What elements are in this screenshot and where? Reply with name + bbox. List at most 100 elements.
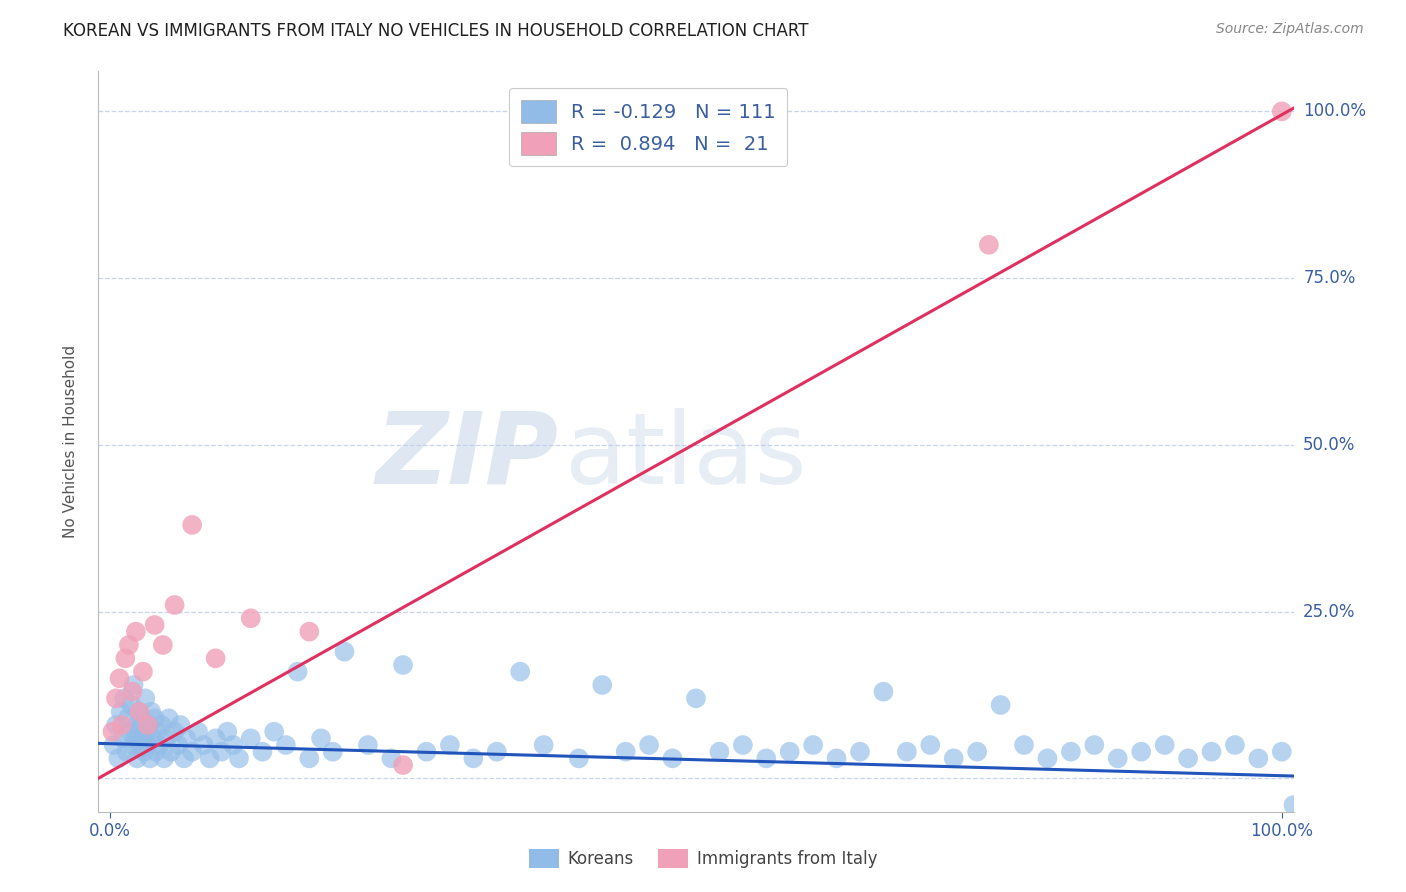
Point (103, 738, 125, 752)
Text: 75.0%: 75.0% (1303, 269, 1355, 287)
Point (105, 691, 128, 706)
Point (942, 751, 965, 765)
Point (1271, 745, 1294, 759)
Point (118, 638, 141, 652)
Point (128, 724, 150, 739)
Point (1306, 785, 1329, 799)
Point (187, 724, 209, 739)
Legend: R = -0.129   N = 111, R =  0.894   N =  21: R = -0.129 N = 111, R = 0.894 N = 21 (509, 88, 787, 167)
Point (120, 698, 142, 712)
Point (135, 724, 157, 739)
Point (779, 745, 801, 759)
Point (333, 645, 356, 659)
Point (274, 738, 297, 752)
Point (896, 745, 918, 759)
Point (239, 731, 262, 746)
Point (239, 611, 262, 625)
Point (122, 678, 145, 692)
Point (125, 624, 148, 639)
Point (309, 731, 332, 746)
Point (112, 691, 135, 706)
Point (380, 751, 402, 765)
Point (181, 745, 204, 759)
Point (107, 751, 129, 765)
Point (1364, 751, 1386, 765)
Point (392, 657, 415, 672)
Point (1329, 772, 1351, 786)
Point (222, 738, 245, 752)
Point (163, 598, 186, 612)
Point (193, 738, 215, 752)
Point (801, 738, 824, 752)
Point (966, 745, 988, 759)
Point (1223, 738, 1246, 752)
Point (509, 665, 531, 679)
Point (415, 745, 437, 759)
Point (143, 618, 166, 632)
Point (157, 711, 180, 725)
Point (132, 665, 155, 679)
Point (114, 651, 136, 665)
Point (1282, 798, 1305, 813)
Point (204, 651, 226, 665)
Point (357, 738, 380, 752)
Point (463, 751, 485, 765)
Point (1012, 738, 1035, 752)
Point (181, 517, 204, 532)
Point (112, 731, 135, 746)
Point (1247, 751, 1270, 765)
Point (1083, 738, 1105, 752)
Point (298, 624, 321, 639)
Point (198, 751, 221, 765)
Point (685, 691, 707, 706)
Point (155, 731, 177, 746)
Point (638, 738, 661, 752)
Point (127, 705, 149, 719)
Point (141, 731, 163, 746)
Point (485, 745, 508, 759)
Point (1317, 778, 1340, 792)
Point (228, 751, 250, 765)
Point (1107, 751, 1129, 765)
Point (849, 745, 872, 759)
Text: KOREAN VS IMMIGRANTS FROM ITALY NO VEHICLES IN HOUSEHOLD CORRELATION CHART: KOREAN VS IMMIGRANTS FROM ITALY NO VEHIC… (63, 22, 808, 40)
Point (136, 738, 159, 752)
Point (1130, 745, 1153, 759)
Point (174, 731, 197, 746)
Point (111, 718, 134, 732)
Point (731, 738, 754, 752)
Point (872, 684, 894, 698)
Point (173, 751, 195, 765)
Point (167, 738, 190, 752)
Point (568, 751, 591, 765)
Point (153, 751, 176, 765)
Point (145, 745, 167, 759)
Point (117, 711, 139, 725)
Point (141, 705, 163, 719)
Point (160, 745, 183, 759)
Point (143, 711, 166, 725)
Point (132, 731, 155, 746)
Point (439, 738, 461, 752)
Point (1399, 731, 1406, 746)
Point (755, 751, 778, 765)
Point (152, 638, 174, 652)
Point (1201, 745, 1223, 759)
Point (127, 751, 149, 765)
Point (146, 724, 169, 739)
Point (128, 705, 150, 719)
Point (1177, 751, 1199, 765)
Point (169, 718, 191, 732)
Point (211, 745, 233, 759)
Point (392, 758, 415, 772)
Point (138, 718, 160, 732)
Point (1388, 738, 1406, 752)
Point (1153, 738, 1175, 752)
Point (920, 738, 942, 752)
Point (108, 671, 131, 685)
Point (125, 718, 148, 732)
Point (121, 738, 143, 752)
Text: 25.0%: 25.0% (1303, 603, 1355, 621)
Point (1060, 745, 1083, 759)
Text: 100.0%: 100.0% (1303, 103, 1367, 120)
